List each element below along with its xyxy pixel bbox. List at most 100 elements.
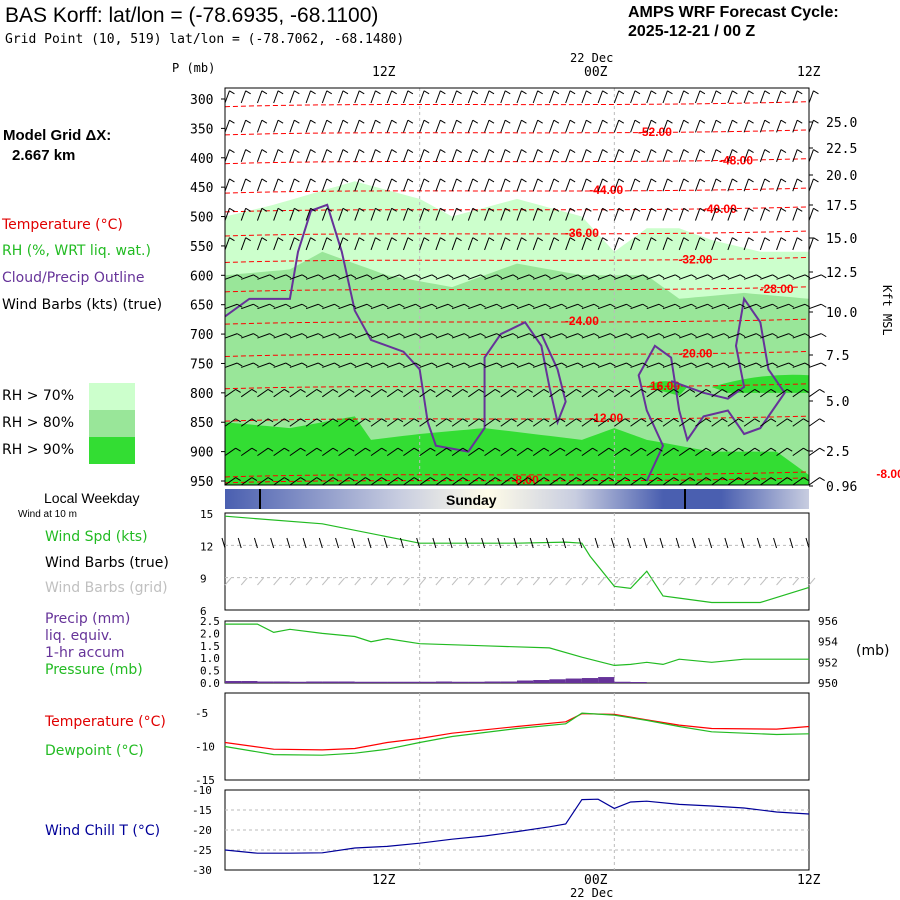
barb-staff: [630, 90, 636, 104]
surface-wind-barb: [610, 537, 615, 549]
upper-wind-barb: [386, 90, 397, 104]
upper-wind-barb: [338, 90, 349, 104]
barb-staff: [435, 418, 447, 427]
surface-wind-barb: [399, 537, 404, 549]
upper-wind-barb: [402, 178, 414, 192]
barb-staff: [581, 362, 595, 368]
upper-wind-barb: [662, 388, 679, 398]
precip-bar: [468, 681, 485, 683]
upper-wind-barb: [419, 90, 430, 104]
upper-wind-barb: [435, 119, 446, 133]
barb-flag: [770, 477, 777, 481]
barb-flag: [658, 333, 665, 338]
upper-wind-barb: [808, 207, 819, 221]
barb-flag: [624, 418, 631, 423]
isotherm-layer: -52.00-52.00-48.00-44.00-40.00-36.00-32.…: [224, 101, 900, 487]
upper-wind-barb: [516, 333, 535, 339]
barb-staff: [630, 333, 643, 339]
barb-flag: [674, 362, 681, 367]
upper-wind-barb: [711, 333, 730, 339]
barb-flag: [650, 90, 657, 95]
barb-flag: [788, 303, 795, 308]
barb-staff: [500, 303, 514, 310]
barb-flag: [813, 119, 819, 124]
barb-staff: [743, 418, 756, 427]
upper-wind-barb: [224, 477, 241, 486]
barb-flag: [640, 477, 647, 481]
barb-staff: [565, 362, 579, 368]
barb-flag: [294, 237, 300, 242]
barb-flag: [342, 207, 349, 212]
barb-staff: [614, 303, 627, 310]
barb-staff: [581, 208, 587, 221]
upper-wind-barb: [646, 149, 657, 162]
barb-staff: [451, 388, 464, 398]
barb-flag: [391, 207, 397, 212]
upper-wind-barb: [370, 90, 381, 104]
barb-flag: [813, 237, 819, 242]
barb-flag: [229, 149, 235, 153]
upper-wind-barb: [338, 418, 355, 427]
upper-wind-barb: [322, 274, 340, 280]
barb-staff: [776, 447, 788, 457]
upper-wind-barb: [727, 207, 738, 221]
barb-flag: [521, 149, 527, 153]
barb-staff: [808, 362, 822, 368]
barb-flag: [350, 362, 357, 367]
barb-staff: [305, 208, 312, 221]
upper-wind-barb: [467, 178, 479, 192]
pressure-tick-label: 900: [190, 446, 213, 461]
barb-flag: [261, 207, 268, 212]
barb-staff: [792, 418, 804, 427]
barb-staff: [792, 362, 806, 368]
upper-wind-barb: [321, 149, 333, 162]
barb-flag: [537, 149, 543, 153]
weekday-name: Sunday: [446, 492, 497, 508]
barb-staff: [370, 149, 376, 162]
barb-flag: [423, 90, 430, 95]
barb-flag: [705, 418, 712, 423]
grid-wind-barb: [678, 577, 686, 586]
barb-flag: [707, 274, 713, 279]
barb-flag: [375, 178, 381, 183]
upper-wind-barb: [808, 90, 819, 104]
precip-tick-label: 0.0: [200, 677, 220, 690]
barb-staff: [451, 303, 465, 310]
barb-flag: [381, 388, 387, 393]
barb-flag: [236, 333, 243, 338]
barb-flag: [739, 362, 746, 367]
upper-wind-barb: [759, 237, 771, 251]
barb-staff: [695, 362, 708, 368]
precip-tick-label: 2.5: [200, 615, 220, 628]
barb-flag: [269, 274, 275, 279]
barb-flag: [699, 237, 706, 242]
upper-wind-barb: [451, 333, 470, 339]
barb-staff: [613, 119, 620, 133]
barb-staff: [354, 208, 360, 221]
barb-staff: [224, 90, 230, 104]
barb-staff: [630, 362, 643, 368]
barb-flag: [748, 237, 754, 242]
barb-staff: [613, 90, 620, 104]
upper-wind-barb: [776, 207, 787, 221]
barb-staff: [792, 303, 806, 310]
upper-wind-barb: [451, 149, 462, 162]
barb-flag: [689, 388, 696, 393]
barb-flag: [813, 90, 819, 95]
barb-flag: [723, 333, 730, 338]
barb-staff: [484, 208, 490, 221]
isotherm-label: -8.00: [876, 467, 900, 481]
barb-staff: [662, 237, 668, 251]
barb-flag: [423, 178, 430, 183]
upper-wind-barb: [711, 274, 730, 280]
barb-flag: [658, 274, 665, 279]
barb-staff: [646, 303, 660, 310]
barb-staff: [808, 178, 814, 192]
upper-wind-barb: [679, 333, 697, 339]
barb-staff: [678, 178, 685, 192]
barb-staff: [338, 388, 350, 398]
upper-wind-barb: [403, 418, 420, 427]
rh90-region: [225, 416, 809, 485]
barb-staff: [451, 149, 458, 162]
upper-wind-barb: [516, 418, 533, 427]
